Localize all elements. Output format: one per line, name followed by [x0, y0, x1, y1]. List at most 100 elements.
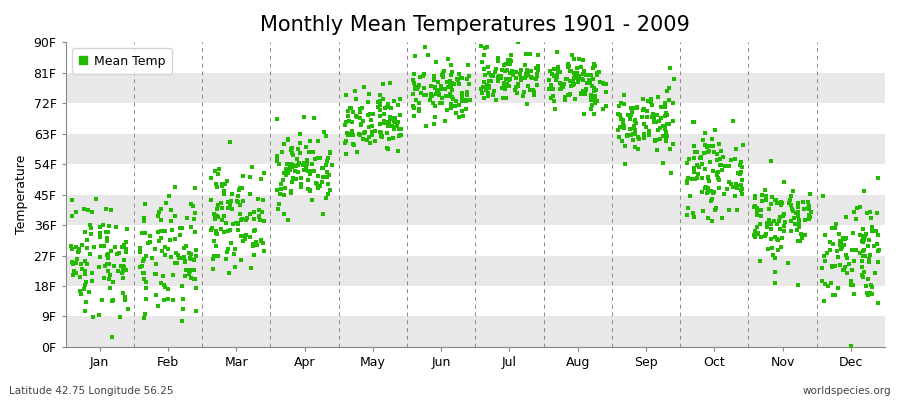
Point: [137, 215, 151, 222]
Point: [441, 56, 455, 62]
Point: [353, 132, 367, 138]
Point: [838, 235, 852, 242]
Point: [224, 198, 238, 204]
Y-axis label: Temperature: Temperature: [15, 155, 28, 234]
Point: [701, 214, 716, 221]
Point: [407, 105, 421, 111]
Point: [138, 311, 152, 318]
Point: [856, 253, 870, 260]
Point: [481, 64, 495, 70]
Point: [574, 90, 589, 97]
Bar: [66, 72, 885, 103]
Point: [460, 92, 474, 98]
Point: [861, 276, 876, 282]
Point: [527, 89, 542, 95]
Point: [860, 209, 874, 216]
Point: [853, 250, 868, 256]
Point: [567, 70, 581, 76]
Point: [362, 124, 376, 130]
Point: [579, 86, 593, 92]
Point: [234, 232, 248, 239]
Point: [855, 226, 869, 232]
Point: [227, 251, 241, 257]
Point: [140, 240, 155, 246]
Point: [586, 64, 600, 71]
Point: [773, 244, 788, 250]
Point: [323, 149, 338, 156]
Point: [391, 119, 405, 126]
Point: [254, 238, 268, 244]
Point: [365, 129, 380, 135]
Point: [657, 123, 671, 130]
Point: [662, 97, 677, 104]
Point: [110, 251, 124, 257]
Point: [598, 80, 613, 87]
Point: [83, 251, 97, 258]
Point: [347, 88, 362, 95]
Point: [94, 243, 109, 250]
Point: [363, 140, 377, 146]
Point: [449, 110, 464, 117]
Point: [432, 90, 446, 97]
Point: [76, 206, 91, 212]
Point: [115, 274, 130, 281]
Point: [747, 232, 761, 238]
Point: [865, 228, 879, 234]
Point: [299, 144, 313, 150]
Point: [704, 198, 718, 205]
Point: [751, 230, 765, 236]
Point: [480, 84, 494, 90]
Point: [145, 255, 159, 261]
Point: [754, 234, 769, 240]
Point: [431, 79, 446, 85]
Point: [830, 248, 844, 254]
Point: [212, 166, 227, 172]
Point: [698, 130, 712, 137]
Point: [626, 137, 641, 143]
Point: [862, 259, 877, 266]
Point: [775, 199, 789, 206]
Point: [69, 244, 84, 250]
Point: [564, 83, 579, 89]
Point: [230, 198, 244, 205]
Point: [284, 161, 299, 168]
Point: [138, 230, 152, 236]
Point: [576, 76, 590, 83]
Point: [86, 278, 100, 284]
Point: [662, 121, 676, 127]
Point: [304, 197, 319, 204]
Point: [222, 139, 237, 145]
Point: [65, 258, 79, 265]
Point: [863, 209, 878, 215]
Point: [768, 255, 782, 261]
Point: [553, 69, 567, 75]
Point: [204, 174, 219, 181]
Point: [238, 217, 253, 223]
Point: [735, 164, 750, 170]
Point: [803, 214, 817, 220]
Point: [338, 151, 353, 157]
Point: [382, 119, 396, 125]
Point: [84, 222, 98, 229]
Point: [636, 130, 651, 137]
Point: [647, 118, 662, 125]
Point: [117, 257, 131, 264]
Point: [815, 278, 830, 284]
Point: [781, 200, 796, 206]
Point: [773, 214, 788, 220]
Point: [445, 69, 459, 75]
Point: [495, 85, 509, 92]
Point: [853, 232, 868, 238]
Point: [112, 314, 127, 321]
Point: [770, 200, 784, 206]
Point: [373, 129, 387, 135]
Point: [529, 65, 544, 72]
Point: [568, 73, 582, 80]
Point: [559, 76, 573, 82]
Point: [583, 93, 598, 100]
Point: [437, 118, 452, 124]
Point: [734, 169, 748, 176]
Point: [840, 255, 854, 261]
Point: [67, 272, 81, 278]
Point: [801, 205, 815, 212]
